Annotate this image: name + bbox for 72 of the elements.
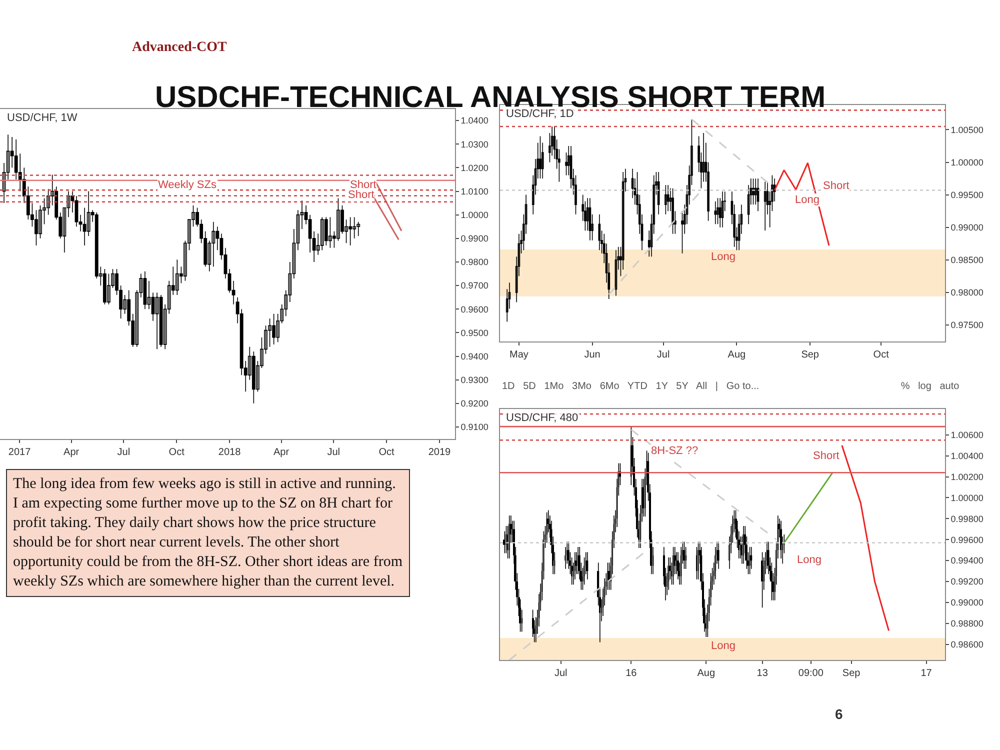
annotation: Weekly SZs bbox=[158, 179, 217, 191]
y-tick-label: 0.99000 bbox=[950, 598, 984, 608]
y-tick-label: 1.0400 bbox=[460, 116, 488, 126]
x-tick-label: Jul bbox=[117, 446, 130, 458]
y-tick-label: 0.99800 bbox=[950, 514, 984, 524]
y-tick-label: 0.9600 bbox=[460, 304, 488, 314]
y-tick-label: 1.0200 bbox=[460, 162, 488, 173]
annotation: Long bbox=[795, 194, 820, 206]
y-tick-label: 1.00000 bbox=[950, 157, 984, 168]
x-tick-label: Jul bbox=[327, 446, 340, 458]
y-tick-label: 1.00600 bbox=[950, 430, 984, 440]
y-tick-label: 0.99400 bbox=[950, 556, 984, 566]
y-tick-label: 0.98600 bbox=[950, 639, 984, 650]
annotation: Long bbox=[797, 554, 822, 566]
line-series bbox=[841, 444, 890, 632]
x-tick-label: 2018 bbox=[218, 446, 242, 458]
x-tick-label: 2017 bbox=[8, 446, 32, 458]
annotation: 8H-SZ ?? bbox=[651, 445, 698, 457]
band-label: Long bbox=[711, 640, 736, 652]
y-tick-label: 1.0100 bbox=[460, 186, 488, 196]
y-tick-label: 1.0000 bbox=[460, 210, 488, 220]
x-tick-label: Oct bbox=[168, 446, 185, 458]
y-tick-label: 0.97500 bbox=[950, 320, 984, 330]
y-tick-label: 0.99600 bbox=[950, 534, 984, 545]
annotation: Short bbox=[823, 180, 850, 192]
annotation: Short bbox=[813, 450, 840, 462]
chart-title: USD/CHF, 480 bbox=[506, 412, 578, 424]
y-tick-label: 0.9200 bbox=[460, 398, 488, 409]
y-tick-label: 1.00400 bbox=[950, 451, 984, 462]
annotation: Short bbox=[348, 189, 374, 201]
y-tick-label: 0.98800 bbox=[950, 618, 984, 629]
x-tick-label: Jul bbox=[656, 349, 670, 360]
x-tick-label: 16 bbox=[626, 668, 638, 679]
y-tick-label: 0.98500 bbox=[950, 255, 984, 266]
text: 1D 5D 1Mo 3Mo 6Mo YTD 1Y 5Y All | Go to... % log auto bbox=[502, 381, 960, 392]
x-tick-label: 13 bbox=[756, 668, 768, 679]
y-tick-label: 0.99500 bbox=[950, 190, 984, 200]
x-tick-label: Sep bbox=[842, 668, 861, 679]
x-tick-label: 2019 bbox=[428, 446, 452, 458]
text: The long idea from few weeks ago is still in active and running. I am expecting some further move up to the SZ on 8H chart for profit taking. They daily chart shows how the price structure should be for short near current levels. The other short opportunity could be from the 8H-SZ. Other short ideas are from weekly SZs which are somewhere higher than the current level. bbox=[13, 476, 403, 590]
text: Advanced-COT bbox=[132, 40, 228, 55]
x-tick-label: Oct bbox=[873, 349, 890, 360]
y-tick-label: 1.00500 bbox=[950, 124, 984, 135]
y-tick-label: 1.00200 bbox=[950, 472, 984, 482]
x-tick-label: 09:00 bbox=[798, 668, 824, 679]
y-tick-label: 0.99000 bbox=[950, 222, 984, 233]
x-tick-label: 17 bbox=[920, 668, 932, 679]
x-tick-label: Apr bbox=[64, 446, 80, 458]
y-tick-label: 0.9500 bbox=[460, 328, 488, 338]
annotation: Short bbox=[350, 179, 376, 191]
x-tick-label: Sep bbox=[801, 349, 820, 360]
y-tick-label: 0.9800 bbox=[460, 257, 488, 268]
y-tick-label: 0.9400 bbox=[460, 351, 488, 362]
x-tick-label: Oct bbox=[378, 446, 395, 458]
chart-title: USD/CHF, 1D bbox=[506, 108, 574, 120]
band-label: Long bbox=[711, 251, 736, 263]
x-tick-label: Apr bbox=[274, 446, 290, 458]
x-tick-label: Aug bbox=[697, 668, 716, 679]
y-tick-label: 1.0300 bbox=[460, 139, 488, 150]
y-tick-label: 1.00000 bbox=[950, 492, 984, 503]
x-tick-label: Jul bbox=[554, 668, 568, 679]
x-tick-label: Jun bbox=[584, 349, 600, 360]
y-tick-label: 0.98000 bbox=[950, 288, 984, 298]
y-tick-label: 0.9900 bbox=[460, 234, 488, 244]
x-tick-label: May bbox=[509, 349, 528, 360]
y-tick-label: 0.9700 bbox=[460, 280, 488, 291]
y-tick-label: 0.99200 bbox=[950, 576, 984, 587]
chart-title: USD/CHF, 1W bbox=[7, 112, 78, 124]
y-tick-label: 0.9100 bbox=[460, 422, 488, 432]
y-tick-label: 0.9300 bbox=[460, 374, 488, 385]
text: 6 bbox=[835, 706, 843, 722]
x-tick-label: Aug bbox=[728, 349, 746, 360]
